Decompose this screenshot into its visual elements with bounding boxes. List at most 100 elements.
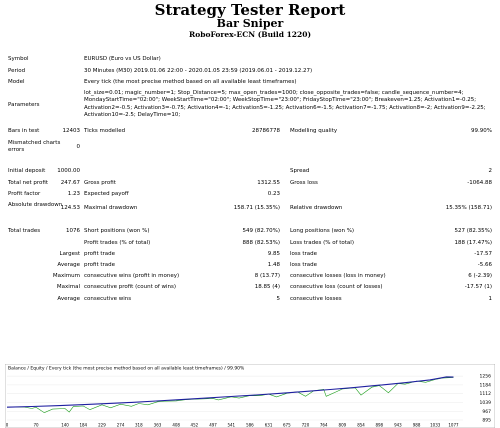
- average-loss-label: loss trade: [290, 262, 318, 268]
- maximal-consecutive-profit-label: consecutive profit (count of wins): [84, 284, 177, 290]
- largest-label: Largest: [59, 251, 81, 257]
- x-tick-label: 854: [357, 423, 365, 428]
- x-tick-label: 452: [191, 423, 199, 428]
- net-profit-label: Total net profit: [8, 180, 48, 186]
- bars-value: 12403: [62, 128, 81, 134]
- average-consecutive-losses-value: 1: [488, 296, 493, 302]
- model-label: Model: [8, 79, 25, 85]
- average-consecutive-label: Average: [57, 296, 80, 302]
- series-line-balance: [6, 376, 454, 408]
- symbol-value: EURUSD (Euro vs US Dollar): [84, 56, 161, 62]
- report-title: Strategy Tester Report: [154, 1, 346, 19]
- x-tick-label: 318: [135, 423, 143, 428]
- average-consecutive-wins-label: consecutive wins: [84, 296, 132, 302]
- gross-loss-value: -1064.88: [467, 180, 492, 186]
- expected-payoff-label: Expected payoff: [84, 191, 129, 197]
- parameters-label: Parameters: [8, 102, 40, 108]
- x-tick-label: 631: [265, 423, 273, 428]
- net-profit-value: 247.67: [60, 180, 80, 186]
- spread-value: 2: [488, 168, 493, 174]
- profit-factor-value: 1.23: [67, 191, 80, 197]
- x-tick-label: 0: [6, 423, 9, 428]
- y-tick-label: 967: [482, 409, 491, 415]
- x-tick-label: 586: [246, 423, 254, 428]
- server-name: RoboForex-ECN (Build 1220): [188, 30, 312, 39]
- period-label: Period: [8, 68, 26, 74]
- x-tick-label: 274: [117, 423, 125, 428]
- profit-factor-label: Profit factor: [8, 191, 41, 197]
- x-tick-label: 988: [413, 423, 421, 428]
- series-line-equity: [6, 377, 454, 414]
- average-profit-value: 1.48: [267, 262, 280, 268]
- bars-label: Bars in test: [8, 128, 40, 134]
- x-tick-label: 140: [61, 423, 69, 428]
- maximal-consecutive-profit-value: 18.85 (4): [254, 284, 280, 290]
- largest-loss-label: loss trade: [290, 251, 318, 257]
- x-tick-label: 675: [283, 423, 291, 428]
- deposit-label: Initial deposit: [8, 168, 46, 174]
- gross-profit-value: 1312.55: [257, 180, 280, 186]
- y-tick-label: 895: [482, 418, 491, 424]
- short-positions-value: 549 (82.70%): [242, 228, 280, 234]
- profit-trades-label: Profit trades (% of total): [84, 240, 151, 246]
- x-tick-label: 408: [172, 423, 180, 428]
- chart-svg: Balance / Equity / Every tick (the most …: [4, 363, 496, 428]
- y-tick-label: 1039: [480, 400, 492, 406]
- expert-name: Bar Sniper: [216, 17, 284, 30]
- total-trades-label: Total trades: [8, 228, 41, 234]
- symbol-label: Symbol: [8, 56, 29, 62]
- long-positions-value: 527 (82.35%): [454, 228, 492, 234]
- maximal-drawdown-value: 158.71 (15.35%): [233, 205, 280, 211]
- ticks-value: 28786778: [252, 128, 280, 134]
- relative-drawdown-label: Relative drawdown: [290, 205, 343, 211]
- x-tick-label: 229: [98, 423, 106, 428]
- y-tick-label: 1256: [480, 374, 492, 380]
- largest-profit-label: profit trade: [84, 251, 116, 257]
- maximal-drawdown-label: Maximal drawdown: [84, 205, 138, 211]
- maximal-consecutive-loss-value: -17.57 (1): [464, 284, 492, 290]
- modelling-quality-value: 99.90%: [471, 128, 492, 134]
- y-tick-label: 1112: [480, 391, 492, 397]
- total-trades-value: 1076: [66, 228, 80, 234]
- model-value: Every tick (the most precise method base…: [84, 79, 297, 85]
- maximum-label: Maximum: [52, 273, 80, 279]
- gross-loss-label: Gross loss: [290, 180, 318, 186]
- x-tick-label: 809: [339, 423, 347, 428]
- x-tick-label: 70: [33, 423, 39, 428]
- x-tick-label: 943: [394, 423, 402, 428]
- period-value: 30 Minutes (M30) 2019.01.06 22:00 - 2020…: [84, 68, 313, 74]
- balance-equity-chart: Balance / Equity / Every tick (the most …: [4, 363, 496, 428]
- max-consecutive-wins-label: consecutive wins (profit in money): [84, 273, 180, 279]
- maximal-label: Maximal: [56, 284, 80, 290]
- loss-trades-label: Loss trades (% of total): [290, 240, 354, 246]
- spread-label: Spread: [290, 168, 310, 174]
- parameters-value: lot_size=0.01; magic_number=1; Stop_Dist…: [84, 90, 486, 119]
- mismatch-value: 0: [76, 144, 81, 150]
- largest-loss-value: -17.57: [474, 251, 492, 257]
- deposit-value: 1000.00: [57, 168, 80, 174]
- max-consecutive-wins-value: 8 (13.77): [254, 273, 280, 279]
- x-tick-label: 184: [79, 423, 87, 428]
- average-consecutive-wins-value: 5: [276, 296, 281, 302]
- average-loss-value: -5.66: [477, 262, 492, 268]
- loss-trades-value: 188 (17.47%): [454, 240, 492, 246]
- relative-drawdown-value: 15.35% (158.71): [445, 205, 492, 211]
- expected-payoff-value: 0.23: [267, 191, 280, 197]
- profit-trades-value: 888 (82.53%): [242, 240, 280, 246]
- x-tick-label: 497: [209, 423, 217, 428]
- maximal-consecutive-loss-label: consecutive loss (count of losses): [290, 284, 383, 290]
- x-tick-label: 1033: [430, 423, 441, 428]
- x-tick-label: 764: [320, 423, 328, 428]
- chart-frame: [4, 363, 496, 428]
- x-tick-label: 898: [375, 423, 383, 428]
- x-tick-label: 720: [302, 423, 310, 428]
- average-label: Average: [57, 262, 80, 268]
- average-profit-label: profit trade: [84, 262, 116, 268]
- mismatch-label: Mismatched charts errors: [8, 140, 61, 154]
- chart-legend: Balance / Equity / Every tick (the most …: [8, 366, 245, 372]
- average-consecutive-losses-label: consecutive losses: [290, 296, 342, 302]
- modelling-quality-label: Modelling quality: [290, 128, 338, 134]
- ticks-label: Ticks modelled: [84, 128, 126, 134]
- long-positions-label: Long positions (won %): [290, 228, 355, 234]
- gross-profit-label: Gross profit: [84, 180, 116, 186]
